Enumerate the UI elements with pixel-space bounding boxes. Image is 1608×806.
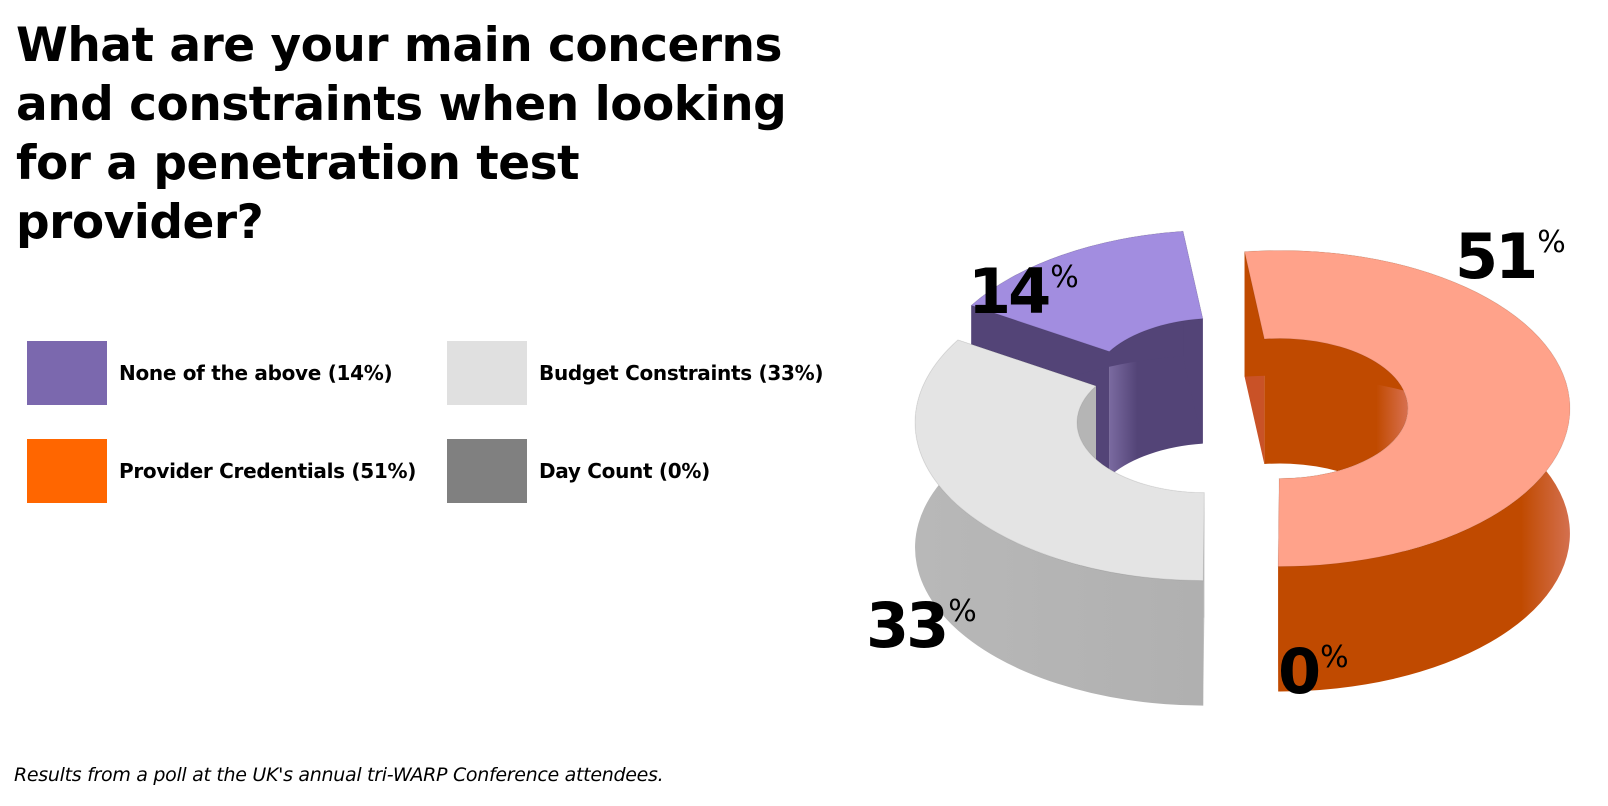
chart-title: What are your main concerns and constrai… bbox=[16, 18, 787, 250]
data-label-none-of-the-above: 14% bbox=[968, 255, 1079, 328]
legend-label: Day Count (0%) bbox=[539, 459, 710, 483]
legend-swatch bbox=[447, 439, 527, 503]
legend-item-none-of-the-above: None of the above (14%) bbox=[27, 341, 393, 405]
slice-end-cap bbox=[1203, 492, 1205, 706]
legend-swatch bbox=[27, 439, 107, 503]
legend-label: Provider Credentials (51%) bbox=[119, 459, 417, 483]
slice-outer-wall bbox=[915, 339, 1204, 706]
donut-slices bbox=[914, 230, 1571, 706]
slice-provider-credentials bbox=[1243, 250, 1571, 692]
legend-item-provider-credentials: Provider Credentials (51%) bbox=[27, 439, 416, 503]
legend-label: None of the above (14%) bbox=[119, 361, 393, 385]
data-label-provider-credentials: 51% bbox=[1455, 220, 1566, 293]
slice-budget-constraints bbox=[914, 339, 1205, 706]
data-label-budget-constraints: 33% bbox=[866, 589, 977, 662]
data-labels: 51% 0% 33% 14% bbox=[866, 220, 1566, 708]
legend-swatch bbox=[27, 341, 107, 405]
legend-swatch bbox=[447, 341, 527, 405]
data-label-day-count: 0% bbox=[1278, 635, 1349, 708]
legend-item-budget-constraints: Budget Constraints (33%) bbox=[447, 341, 823, 405]
legend-item-day-count: Day Count (0%) bbox=[447, 439, 710, 503]
slice-top-face bbox=[914, 339, 1205, 582]
footnote: Results from a poll at the UK's annual t… bbox=[14, 764, 664, 786]
legend-label: Budget Constraints (33%) bbox=[539, 361, 824, 385]
slice-top-face bbox=[970, 230, 1204, 353]
slice-top-face bbox=[1243, 250, 1571, 567]
